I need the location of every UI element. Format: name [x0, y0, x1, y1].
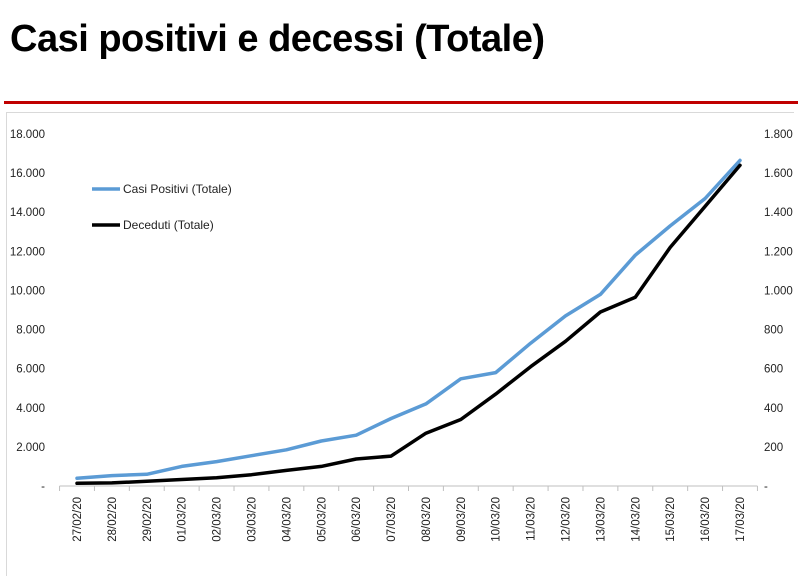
- series-lines: [75, 158, 742, 486]
- y-left-tick-label: 4.000: [16, 403, 45, 415]
- y-right-tick-label: -: [764, 481, 768, 493]
- y-left-tick-label: 18.000: [10, 129, 45, 141]
- legend-label: Casi Positivi (Totale): [123, 182, 232, 196]
- x-tick-label: 29/02/20: [142, 497, 154, 542]
- x-tick-label: 04/03/20: [281, 497, 293, 542]
- y-right-tick-label: 1.800: [764, 129, 793, 141]
- legend-label: Deceduti (Totale): [123, 218, 214, 232]
- y-left-tick-label: 2.000: [16, 442, 45, 454]
- y-left-tick-label: 6.000: [16, 364, 45, 376]
- y-right-tick-label: 400: [764, 403, 783, 415]
- y-left-tick-label: 8.000: [16, 325, 45, 337]
- x-tick-label: 03/03/20: [246, 497, 258, 542]
- y-left-tick-label: 12.000: [10, 246, 45, 258]
- x-tick-label: 06/03/20: [351, 497, 363, 542]
- x-tick-label: 27/02/20: [72, 497, 84, 542]
- x-tick-label: 08/03/20: [421, 497, 433, 542]
- left-axis: - 2.000 4.000 6.000 8.000 10.000 12.000 14.000 1…: [10, 129, 45, 493]
- right-axis: - 200 400 600 800 1.000 1.200 1.400 1.600 1.800: [764, 129, 793, 493]
- x-tick-label: 02/03/20: [212, 497, 224, 542]
- y-left-tick-label: -: [41, 481, 45, 493]
- y-right-tick-label: 600: [764, 364, 783, 376]
- x-tick-label: 16/03/20: [700, 497, 712, 542]
- y-left-tick-label: 10.000: [10, 285, 45, 297]
- slide-title: Casi positivi e decessi (Totale): [10, 18, 545, 60]
- x-tick-label: 01/03/20: [177, 497, 189, 542]
- y-left-tick-label: 14.000: [10, 207, 45, 219]
- y-left-tick-label: 16.000: [10, 168, 45, 180]
- x-tick-label: 05/03/20: [316, 497, 328, 542]
- y-right-tick-label: 1.400: [764, 207, 793, 219]
- x-tick-label: 17/03/20: [735, 497, 747, 542]
- legend: Casi Positivi (Totale) Deceduti (Totale): [92, 182, 232, 232]
- x-tick-label: 07/03/20: [386, 497, 398, 542]
- y-right-tick-label: 200: [764, 442, 783, 454]
- x-tick-label: 15/03/20: [665, 497, 677, 542]
- x-tick-label: 28/02/20: [107, 497, 119, 542]
- x-tick-label: 12/03/20: [561, 497, 573, 542]
- x-tick-label: 11/03/20: [526, 497, 538, 541]
- chart-frame: [6, 112, 794, 576]
- y-right-tick-label: 1.600: [764, 168, 793, 180]
- series-line-casi-positivi: [75, 158, 742, 480]
- title-divider: [4, 101, 798, 104]
- x-axis: 27/02/20 28/02/20 29/02/20 01/03/20 02/03/20…: [59, 486, 758, 542]
- x-tick-label: 14/03/20: [630, 497, 642, 542]
- series-line-deceduti: [75, 163, 742, 486]
- x-tick-label: 10/03/20: [491, 497, 503, 542]
- y-right-tick-label: 800: [764, 325, 783, 337]
- x-tick-label: 09/03/20: [456, 497, 468, 542]
- y-right-tick-label: 1.000: [764, 285, 793, 297]
- x-tick-label: 13/03/20: [595, 497, 607, 542]
- y-right-tick-label: 1.200: [764, 246, 793, 258]
